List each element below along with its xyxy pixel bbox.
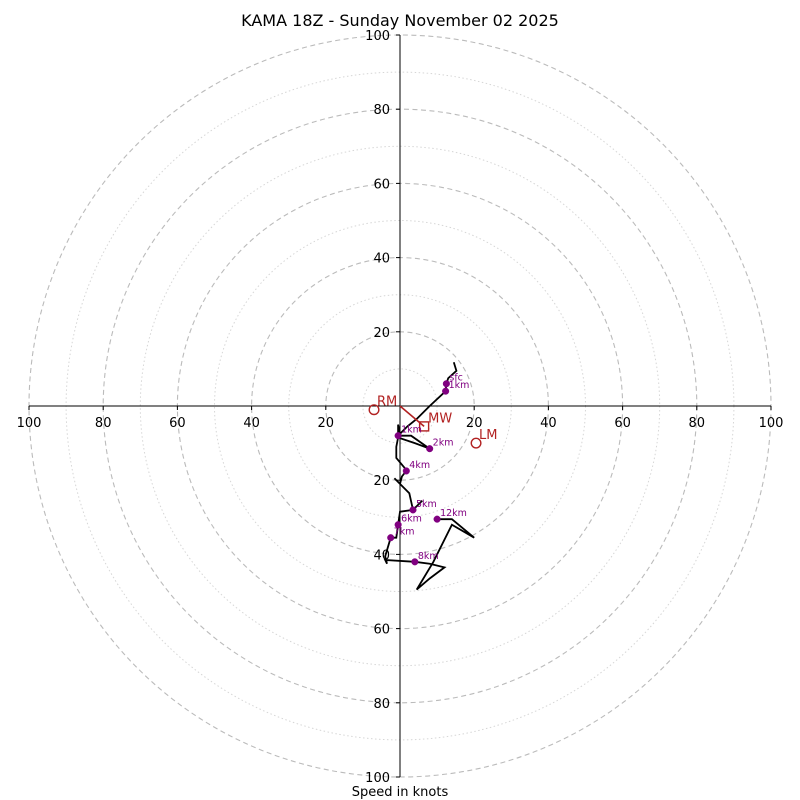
x-tick-label: 80 — [95, 416, 112, 431]
rm-marker — [368, 404, 380, 416]
x-axis-label: Speed in knots — [352, 785, 449, 800]
height-point-8km — [411, 558, 419, 566]
height-label-12km: 12km — [440, 508, 467, 519]
y-tick-label: 100 — [365, 29, 390, 44]
hodograph-trace — [383, 361, 475, 591]
lm-marker — [470, 437, 482, 449]
height-point-5km — [409, 506, 417, 514]
height-label-7km: 7km — [394, 527, 415, 538]
y-tick-label: 40 — [373, 252, 390, 267]
rm-label: RM — [377, 395, 397, 410]
height-point-12km — [433, 515, 441, 523]
lm-label: LM — [479, 428, 497, 443]
height-label-1km: 1km — [449, 380, 470, 391]
height-label-5km: 5km — [416, 499, 437, 510]
y-tick-label: 20 — [373, 326, 390, 341]
height-label-8km: 8km — [418, 551, 439, 562]
storm-motion-markers: RM LM MW — [368, 395, 498, 449]
height-point-sfc — [442, 380, 450, 388]
y-tick-label: 80 — [373, 697, 390, 712]
x-tick-label: 60 — [169, 416, 186, 431]
height-point-4km — [402, 467, 410, 475]
mw-label: MW — [428, 411, 452, 426]
hodograph-line — [383, 361, 475, 591]
height-label-1km: 1km — [401, 425, 422, 436]
height-label-2km: 2km — [433, 438, 454, 449]
mw-marker — [418, 421, 430, 432]
height-point-1km — [394, 432, 402, 440]
y-tick-label: 20 — [373, 474, 390, 489]
height-point-1km — [442, 387, 450, 395]
height-label-4km: 4km — [409, 460, 430, 471]
y-tick-label: 60 — [373, 177, 390, 192]
height-point-2km — [426, 445, 434, 453]
x-tick-label: 40 — [540, 416, 557, 431]
height-point-6km — [394, 521, 402, 529]
height-label-6km: 6km — [401, 514, 422, 525]
y-tick-label: 60 — [373, 623, 390, 638]
y-tick-label: 80 — [373, 103, 390, 118]
chart-title: KAMA 18Z - Sunday November 02 2025 — [241, 11, 559, 30]
height-point-7km — [387, 534, 395, 542]
x-tick-label: 20 — [318, 416, 335, 431]
x-tick-label: 100 — [759, 416, 784, 431]
x-tick-label: 100 — [17, 416, 42, 431]
y-tick-label: 100 — [365, 771, 390, 786]
x-tick-label: 40 — [243, 416, 260, 431]
height-label-sfc: sfc — [449, 373, 463, 384]
x-tick-label: 60 — [614, 416, 631, 431]
x-tick-labels: 100 80 60 40 20 20 40 60 80 100 — [17, 406, 784, 431]
x-tick-label: 20 — [466, 416, 483, 431]
x-tick-label: 80 — [689, 416, 706, 431]
